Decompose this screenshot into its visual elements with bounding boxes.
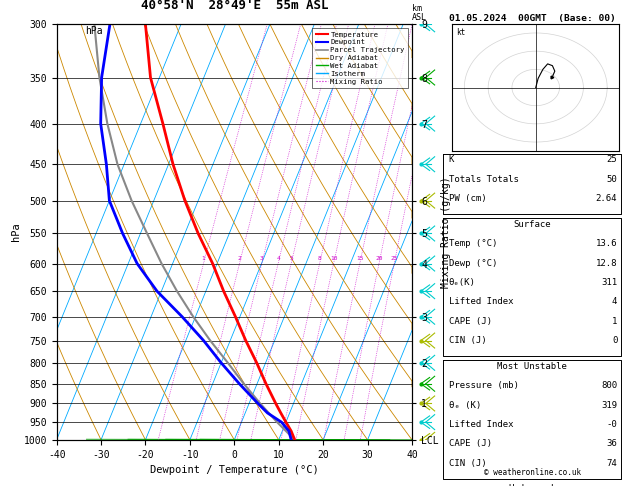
Text: 20: 20 (376, 257, 382, 261)
Text: θₑ(K): θₑ(K) (449, 278, 476, 287)
Text: 319: 319 (601, 400, 617, 410)
Text: Dewp (°C): Dewp (°C) (449, 259, 497, 268)
Legend: Temperature, Dewpoint, Parcel Trajectory, Dry Adiabat, Wet Adiabat, Isotherm, Mi: Temperature, Dewpoint, Parcel Trajectory… (313, 28, 408, 88)
Text: -0: -0 (606, 420, 617, 429)
Text: CIN (J): CIN (J) (449, 336, 486, 345)
Text: © weatheronline.co.uk: © weatheronline.co.uk (484, 469, 581, 477)
Text: 8: 8 (318, 257, 321, 261)
Text: 5: 5 (289, 257, 293, 261)
Text: Temp (°C): Temp (°C) (449, 239, 497, 248)
Text: 25: 25 (606, 156, 617, 164)
Text: hPa: hPa (85, 26, 103, 35)
Text: Lifted Index: Lifted Index (449, 420, 513, 429)
Text: 15: 15 (356, 257, 364, 261)
Text: CAPE (J): CAPE (J) (449, 316, 492, 326)
Text: 25: 25 (391, 257, 398, 261)
Text: Lifted Index: Lifted Index (449, 297, 513, 306)
Text: 13.6: 13.6 (596, 239, 617, 248)
Text: Hodograph: Hodograph (508, 485, 556, 486)
Text: 40°58'N  28°49'E  55m ASL: 40°58'N 28°49'E 55m ASL (140, 0, 328, 12)
Text: Most Unstable: Most Unstable (497, 362, 567, 371)
Text: 800: 800 (601, 381, 617, 390)
Text: 36: 36 (606, 439, 617, 448)
Text: Pressure (mb): Pressure (mb) (449, 381, 519, 390)
Text: km
ASL: km ASL (412, 3, 427, 22)
Text: CIN (J): CIN (J) (449, 458, 486, 468)
Text: K: K (449, 156, 454, 164)
Text: Totals Totals: Totals Totals (449, 175, 519, 184)
Text: PW (cm): PW (cm) (449, 194, 486, 203)
Text: 01.05.2024  00GMT  (Base: 00): 01.05.2024 00GMT (Base: 00) (448, 15, 616, 23)
Text: 2.64: 2.64 (596, 194, 617, 203)
Y-axis label: hPa: hPa (11, 223, 21, 242)
Text: 1: 1 (202, 257, 206, 261)
Text: 1: 1 (612, 316, 617, 326)
Text: 311: 311 (601, 278, 617, 287)
Text: 50: 50 (606, 175, 617, 184)
Text: 4: 4 (276, 257, 280, 261)
Y-axis label: Mixing Ratio (g/kg): Mixing Ratio (g/kg) (442, 176, 452, 288)
Text: 12.8: 12.8 (596, 259, 617, 268)
X-axis label: Dewpoint / Temperature (°C): Dewpoint / Temperature (°C) (150, 465, 319, 475)
Text: 4: 4 (612, 297, 617, 306)
Text: 0: 0 (612, 336, 617, 345)
Text: 74: 74 (606, 458, 617, 468)
Text: θₑ (K): θₑ (K) (449, 400, 481, 410)
Text: 2: 2 (238, 257, 242, 261)
Text: 10: 10 (330, 257, 337, 261)
Text: CAPE (J): CAPE (J) (449, 439, 492, 448)
Text: Surface: Surface (513, 220, 551, 229)
Text: 3: 3 (260, 257, 264, 261)
